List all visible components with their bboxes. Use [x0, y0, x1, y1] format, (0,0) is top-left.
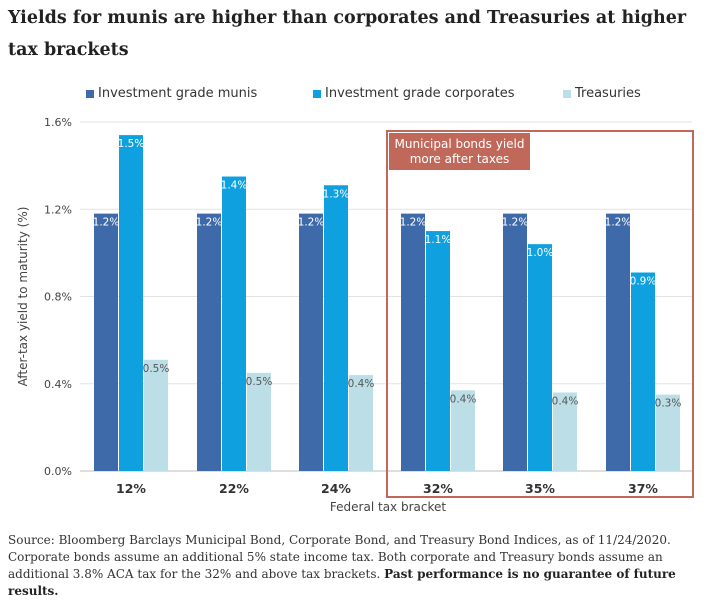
- y-tick-label: 1.6%: [44, 116, 72, 129]
- y-tick-label: 0.4%: [44, 378, 72, 391]
- bar-corporates: [324, 185, 348, 471]
- legend-swatch-treasuries: [563, 89, 571, 98]
- annotation-text-line1: Municipal bonds yield: [395, 137, 525, 151]
- legend: Investment grade munis Investment grade …: [0, 86, 723, 106]
- legend-label-corporates: Investment grade corporates: [325, 86, 515, 101]
- x-tick-label: 37%: [628, 481, 658, 496]
- data-label: 0.4%: [552, 395, 579, 407]
- bar-corporates: [631, 272, 655, 471]
- source-note: Source: Bloomberg Barclays Municipal Bon…: [8, 532, 718, 600]
- highlight-box: [386, 130, 694, 498]
- annotation-label-box: [389, 133, 530, 170]
- bar-munis: [606, 213, 630, 472]
- bar-munis: [401, 213, 425, 472]
- data-label: 1.4%: [221, 180, 248, 192]
- data-label: 1.2%: [502, 217, 529, 229]
- legend-label-munis: Investment grade munis: [98, 86, 258, 101]
- bar-corporates: [528, 244, 552, 471]
- bar-treasuries: [656, 394, 680, 471]
- x-tick-label: 32%: [423, 481, 453, 496]
- legend-item-corporates: Investment grade corporates: [313, 86, 515, 101]
- x-tick-label: 22%: [219, 481, 249, 496]
- data-label: 1.2%: [400, 217, 427, 229]
- x-tick-label: 12%: [116, 481, 146, 496]
- data-label: 1.0%: [527, 247, 554, 259]
- data-label: 1.3%: [323, 188, 350, 200]
- bar-treasuries: [451, 390, 475, 471]
- y-tick-label: 0.0%: [44, 465, 72, 478]
- y-tick-label: 0.8%: [44, 291, 72, 304]
- bar-treasuries: [144, 359, 168, 471]
- bar-munis: [94, 213, 118, 472]
- y-axis-title: After-tax yield to maturity (%): [16, 207, 30, 387]
- data-label: 0.4%: [348, 378, 375, 390]
- legend-swatch-munis: [86, 89, 94, 98]
- legend-item-treasuries: Treasuries: [563, 86, 641, 101]
- bar-munis: [299, 213, 323, 472]
- chart-title: Yields for munis are higher than corpora…: [8, 8, 687, 60]
- data-label: 1.2%: [605, 217, 632, 229]
- bar-treasuries: [349, 375, 373, 471]
- data-label: 0.5%: [143, 363, 170, 375]
- data-label: 0.9%: [630, 276, 657, 288]
- legend-item-munis: Investment grade munis: [86, 86, 257, 101]
- bar-corporates: [119, 135, 143, 471]
- bar-treasuries: [553, 392, 577, 471]
- data-label: 1.2%: [298, 217, 325, 229]
- x-axis-title: Federal tax bracket: [330, 500, 446, 514]
- data-label: 1.1%: [425, 234, 452, 246]
- bar-treasuries: [247, 372, 271, 471]
- y-tick-label: 1.2%: [44, 203, 72, 216]
- data-label: 0.5%: [246, 376, 273, 388]
- bar-corporates: [222, 176, 246, 471]
- source-text: Source: Bloomberg Barclays Municipal Bon…: [8, 533, 671, 581]
- bar-chart: 0.0% 0.4% 0.8% 1.2% 1.6% After-tax yield to m…: [16, 116, 694, 514]
- data-label: 1.5%: [118, 138, 145, 150]
- legend-swatch-corporates: [313, 89, 321, 98]
- legend-label-treasuries: Treasuries: [575, 86, 641, 101]
- annotation-text-line2: more after taxes: [410, 152, 510, 166]
- x-tick-label: 35%: [525, 481, 555, 496]
- data-label: 1.2%: [196, 217, 223, 229]
- disclaimer-text: Past performance is no guarantee of futu…: [8, 567, 676, 598]
- bar-munis: [503, 213, 527, 472]
- data-label: 0.4%: [450, 393, 477, 405]
- data-label: 1.2%: [93, 217, 120, 229]
- bar-corporates: [426, 231, 450, 471]
- x-tick-label: 24%: [321, 481, 351, 496]
- data-label: 0.3%: [655, 398, 682, 410]
- bar-munis: [197, 213, 221, 472]
